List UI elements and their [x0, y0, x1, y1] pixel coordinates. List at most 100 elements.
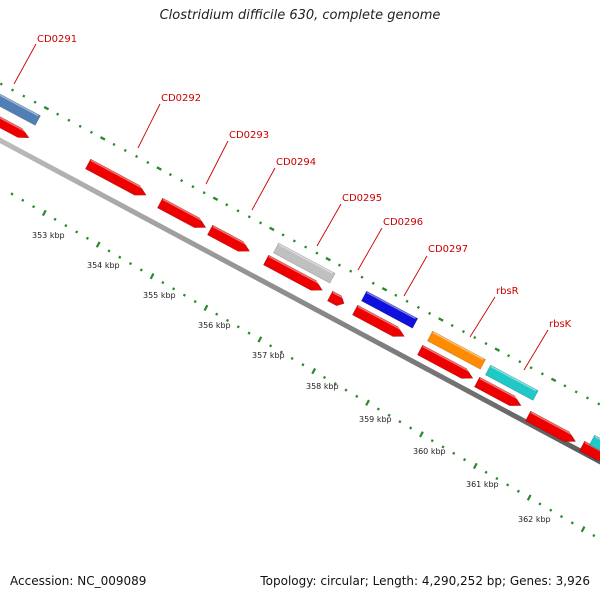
outer-track-dot: [518, 360, 522, 364]
major-tick: [580, 526, 586, 533]
outer-track-dot: [349, 269, 353, 273]
summary-text: Topology: circular; Length: 4,290,252 bp…: [260, 574, 590, 588]
minor-tick: [538, 502, 542, 506]
outer-track-dot: [315, 251, 319, 255]
minor-tick: [21, 198, 25, 202]
minor-tick: [549, 508, 553, 512]
minor-tick: [333, 382, 337, 386]
minor-tick: [452, 451, 456, 455]
gene-callouts: CD0291 CD0292 CD0293 CD0294 CD0295 CD0296 CD02…: [13, 34, 572, 371]
tick-label: 358 kbp: [306, 382, 339, 391]
outer-track-dot: [269, 226, 275, 232]
gene-label: CD0295: [342, 193, 382, 204]
minor-tick: [516, 489, 520, 493]
gene-arrow: [84, 158, 147, 196]
gene-label: CD0296: [383, 217, 423, 228]
minor-tick: [139, 268, 143, 272]
outer-track-dot: [281, 233, 285, 237]
outer-track-dot: [236, 209, 240, 213]
outer-track-dot: [416, 305, 420, 309]
outer-track-dot: [428, 311, 432, 315]
minor-tick: [85, 236, 89, 240]
gene-block: [0, 90, 41, 126]
major-tick: [419, 431, 424, 438]
outer-track-dot: [212, 196, 219, 201]
minor-tick: [75, 230, 79, 234]
outer-track-dot: [563, 384, 567, 388]
minor-tick: [107, 249, 111, 253]
outer-track-dot: [494, 347, 501, 352]
gene-arrow: [262, 254, 324, 291]
tick-track: [10, 192, 596, 538]
outer-track-dot: [0, 82, 3, 86]
dot-track-outer: [0, 82, 600, 406]
minor-tick: [247, 331, 251, 335]
minor-tick: [344, 388, 348, 392]
outer-track-dot: [43, 105, 50, 111]
major-tick: [41, 209, 47, 217]
backbone: [0, 137, 600, 465]
gene-label: CD0293: [229, 130, 269, 141]
outer-track-dot: [461, 329, 465, 334]
minor-tick: [32, 205, 36, 209]
gene-label: rbsK: [549, 319, 572, 330]
minor-tick: [269, 344, 273, 348]
minor-tick: [64, 224, 68, 228]
major-tick: [472, 462, 478, 470]
gene-block: [272, 242, 336, 284]
callout-line: [13, 43, 37, 85]
outer-track-dot: [597, 402, 600, 406]
tick-label: 356 kbp: [198, 321, 231, 330]
gene-arrow: [524, 410, 577, 442]
outer-track-dot: [540, 372, 544, 376]
minor-tick: [409, 426, 413, 430]
outer-track-dot: [135, 154, 139, 159]
outer-track-dot: [438, 317, 444, 322]
minor-tick: [592, 533, 596, 538]
callout-line: [205, 140, 229, 185]
minor-tick: [484, 470, 488, 474]
outer-track-dot: [394, 293, 398, 297]
minor-tick: [128, 261, 133, 266]
tick-label: 360 kbp: [413, 447, 446, 456]
gene-track: [0, 90, 600, 461]
callout-line: [357, 227, 383, 271]
minor-tick: [430, 439, 434, 443]
callout-line: [137, 103, 161, 149]
backbone-line: [0, 137, 600, 465]
minor-tick: [236, 325, 240, 329]
minor-tick: [172, 287, 176, 291]
outer-track-dot: [112, 142, 116, 146]
outer-track-dot: [225, 203, 229, 207]
minor-tick: [387, 413, 391, 417]
accession-text: Accession: NC_009089: [10, 574, 147, 588]
minor-tick: [506, 483, 510, 487]
outer-track-dot: [156, 166, 162, 171]
outer-track-dot: [247, 215, 251, 219]
gene-arrow: [156, 197, 207, 228]
outer-track-dot: [405, 299, 409, 303]
gene-label: rbsR: [496, 286, 519, 297]
outer-track-dot: [574, 390, 578, 394]
minor-tick: [215, 312, 219, 316]
minor-tick: [495, 477, 499, 481]
outer-track-dot: [473, 335, 477, 340]
outer-track-dot: [123, 148, 127, 153]
outer-track-dot: [78, 124, 82, 128]
minor-tick: [53, 217, 57, 221]
outer-track-dot: [507, 354, 511, 358]
outer-track-dot: [381, 287, 388, 292]
outer-track-dot: [325, 256, 331, 262]
tick-label: 359 kbp: [359, 415, 392, 424]
gene-label: CD0294: [276, 157, 316, 168]
gene-arrow: [0, 113, 30, 139]
minor-tick: [398, 420, 402, 424]
major-tick: [203, 304, 209, 312]
minor-tick: [301, 363, 305, 367]
callout-line: [251, 167, 276, 211]
gene-arrow: [416, 344, 474, 379]
minor-tick: [193, 299, 197, 304]
minor-tick: [161, 280, 165, 285]
gene-block: [426, 330, 486, 370]
